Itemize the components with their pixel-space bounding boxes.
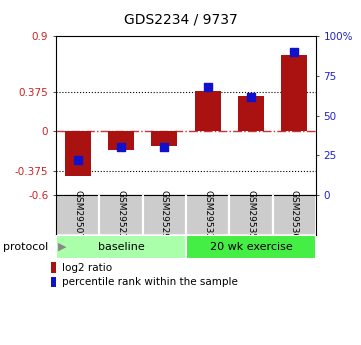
- Point: [291, 49, 297, 55]
- Bar: [195, 91, 221, 131]
- Bar: [65, 131, 91, 176]
- Bar: [51, 277, 56, 287]
- Point: [205, 84, 210, 90]
- Point: [161, 145, 167, 150]
- Point: [118, 145, 124, 150]
- Text: ▶: ▶: [58, 242, 66, 252]
- Text: baseline: baseline: [97, 242, 144, 252]
- Text: GSM29523: GSM29523: [117, 190, 125, 239]
- Point: [248, 94, 254, 99]
- Text: GSM29533: GSM29533: [203, 190, 212, 239]
- Bar: [56, 195, 99, 235]
- Bar: [273, 195, 316, 235]
- Text: GSM29507: GSM29507: [73, 190, 82, 239]
- Bar: [99, 195, 143, 235]
- Bar: [238, 96, 264, 131]
- Text: GSM29535: GSM29535: [247, 190, 255, 239]
- Bar: [281, 55, 307, 131]
- Text: protocol: protocol: [4, 242, 49, 252]
- Bar: [186, 195, 229, 235]
- Text: log2 ratio: log2 ratio: [62, 263, 112, 273]
- Bar: [143, 195, 186, 235]
- Bar: [56, 235, 186, 259]
- Text: percentile rank within the sample: percentile rank within the sample: [62, 277, 238, 287]
- Bar: [229, 195, 273, 235]
- Text: GSM29529: GSM29529: [160, 190, 169, 239]
- Bar: [151, 131, 177, 146]
- Bar: [108, 131, 134, 150]
- Bar: [186, 235, 316, 259]
- Text: GSM29536: GSM29536: [290, 190, 299, 239]
- Text: 20 wk exercise: 20 wk exercise: [209, 242, 292, 252]
- Bar: [51, 262, 56, 273]
- Point: [75, 157, 81, 163]
- Text: GDS2234 / 9737: GDS2234 / 9737: [123, 12, 238, 26]
